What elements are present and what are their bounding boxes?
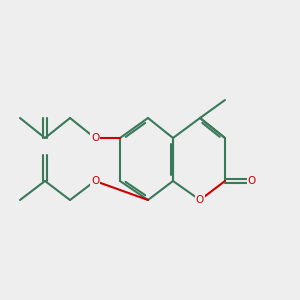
Text: O: O bbox=[91, 133, 99, 143]
Text: O: O bbox=[196, 195, 204, 205]
Text: O: O bbox=[91, 176, 99, 186]
Text: O: O bbox=[248, 176, 256, 186]
